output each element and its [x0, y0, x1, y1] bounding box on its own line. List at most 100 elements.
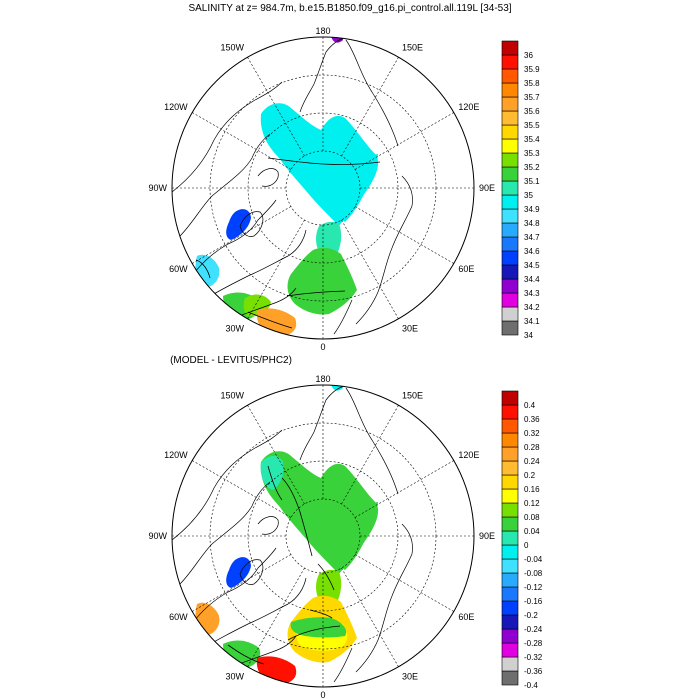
region-baffin-bay: [226, 557, 251, 588]
meridian: [354, 206, 454, 264]
colorbar-swatch: [501, 572, 519, 588]
colorbar-tick-label: 35.7: [524, 93, 540, 102]
colorbar-tick-label: 34.6: [524, 247, 540, 256]
colorbar-swatch: [501, 670, 519, 686]
colorbar-swatch: [501, 460, 519, 476]
colorbar-tick-label: 0.2: [524, 471, 536, 480]
colorbar-tick-label: 0.16: [524, 485, 540, 494]
colorbar-tick-label: 35.6: [524, 107, 540, 116]
colorbar-swatch: [501, 390, 519, 406]
meridian: [341, 405, 399, 505]
region-eurasian-basin: [273, 496, 378, 574]
region-bering-strait: [331, 385, 343, 391]
colorbar-tick-label: -0.28: [524, 639, 543, 648]
colorbar-swatch: [501, 446, 519, 462]
colorbar-swatch: [501, 320, 519, 336]
meridian: [341, 567, 399, 667]
colorbar-tick-label: 0.28: [524, 443, 540, 452]
colorbar-swatch: [501, 250, 519, 266]
meridian: [354, 112, 454, 170]
longitude-label: 90E: [479, 531, 495, 541]
colorbar-swatch: [501, 68, 519, 84]
colorbar-swatch: [501, 166, 519, 182]
longitude-label: 30W: [225, 671, 244, 681]
colorbar-swatch: [501, 544, 519, 560]
longitude-label: 30E: [402, 323, 418, 333]
colorbar-swatch: [501, 474, 519, 490]
region-norwegian-sea: [287, 247, 357, 315]
colorbar-tick-label: 0.24: [524, 457, 540, 466]
colorbar-swatch: [501, 530, 519, 546]
colorbar-swatch: [501, 222, 519, 238]
colorbar-tick-label: 34.1: [524, 317, 540, 326]
difference-field: [195, 385, 379, 684]
colorbar-tick-label: 0.08: [524, 513, 540, 522]
longitude-label: 60E: [458, 264, 474, 274]
longitude-label: 120E: [458, 450, 479, 460]
region-eurasian-basin: [273, 148, 378, 226]
region-fram-strait: [316, 569, 342, 605]
colorbar-swatch: [501, 558, 519, 574]
longitude-label: 120E: [458, 102, 479, 112]
salinity-map: [172, 37, 474, 339]
colorbar-tick-label: 34.4: [524, 275, 540, 284]
colorbar-tick-label: 35.4: [524, 135, 540, 144]
colorbar-tick-label: 34.3: [524, 289, 540, 298]
colorbar-swatch: [501, 628, 519, 644]
region-beaufort-shelf-slope: [260, 456, 284, 490]
colorbar-swatch: [501, 642, 519, 658]
longitude-label: 150W: [220, 391, 244, 401]
salinity-title: SALINITY at z= 984.7m, b.e15.B1850.f09_g…: [188, 3, 511, 14]
meridian: [341, 57, 399, 157]
colorbar-tick-label: 35.9: [524, 65, 540, 74]
colorbar-tick-label: -0.04: [524, 555, 543, 564]
colorbar-tick-label: 34.2: [524, 303, 540, 312]
meridian: [192, 554, 292, 612]
longitude-label: 60W: [169, 612, 188, 622]
colorbar-tick-label: 35.8: [524, 79, 540, 88]
longitude-label: 90E: [479, 183, 495, 193]
longitude-label: 120W: [164, 102, 188, 112]
longitude-label: 0: [320, 342, 325, 352]
colorbar-tick-label: -0.32: [524, 653, 543, 662]
colorbar-swatch: [501, 306, 519, 322]
colorbar-tick-label: 35.2: [524, 163, 540, 172]
colorbar-swatch: [501, 96, 519, 112]
colorbar-swatch: [501, 432, 519, 448]
region-bering-strait: [331, 37, 343, 43]
meridian: [247, 219, 305, 319]
longitude-labels: 180 150E 120E 90E 60E 30E 0 30W 60W 90W 120W 150W: [148, 26, 495, 352]
colorbar-swatch: [501, 110, 519, 126]
meridian: [341, 219, 399, 319]
colorbar-swatch: [501, 180, 519, 196]
map-boundary: [171, 384, 475, 688]
colorbar-swatch: [501, 138, 519, 154]
longitude-label: 180: [315, 374, 330, 384]
longitude-labels: 180 150E 120E 90E 60E 30E 0 30W 60W 90W 120W 150W: [148, 374, 495, 700]
colorbar-tick-label: -0.08: [524, 569, 543, 578]
colorbar-tick-label: -0.36: [524, 667, 543, 676]
region-fram-strait: [316, 221, 342, 257]
difference-map: [172, 385, 474, 687]
graticule: [172, 37, 474, 339]
colorbar-swatch: [501, 278, 519, 294]
colorbar-tick-label: 34.7: [524, 233, 540, 242]
colorbar-swatch: [501, 488, 519, 504]
meridian: [354, 460, 454, 518]
region-labrador-sea: [195, 602, 220, 636]
longitude-label: 150E: [402, 391, 423, 401]
colorbar-tick-label: 36: [524, 51, 533, 60]
colorbar-tick-label: 0.04: [524, 527, 540, 536]
meridian: [247, 405, 305, 505]
colorbar-tick-label: 35.3: [524, 149, 540, 158]
longitude-label: 180: [315, 26, 330, 36]
meridian: [192, 112, 292, 170]
salinity-panel: SALINITY at z= 984.7m, b.e15.B1850.f09_g…: [148, 3, 540, 352]
meridian: [192, 206, 292, 264]
longitude-label: 90W: [148, 531, 167, 541]
colorbar-swatch: [501, 502, 519, 518]
colorbar-tick-label: 0.4: [524, 401, 536, 410]
salinity-colorbar: 34 34.1 34.2 34.3 34.4 34.5 34.6 34.7 34.8 34.9 35…: [501, 40, 540, 340]
meridian: [354, 554, 454, 612]
